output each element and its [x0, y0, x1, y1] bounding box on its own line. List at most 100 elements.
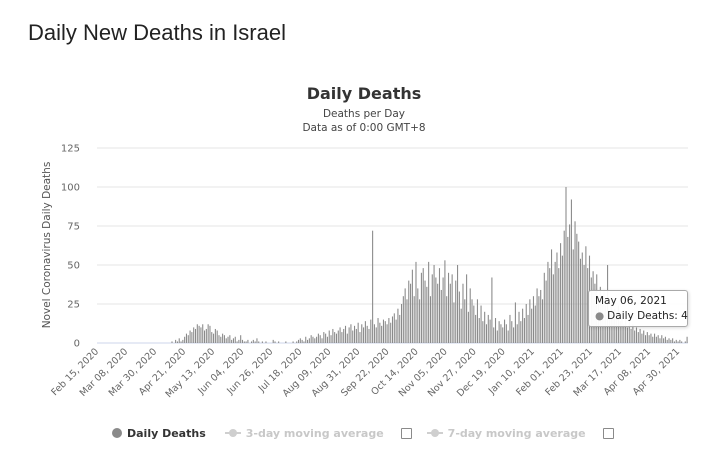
bar[interactable]	[308, 338, 310, 343]
bar[interactable]	[377, 318, 379, 343]
bar[interactable]	[355, 328, 357, 343]
bar[interactable]	[312, 336, 314, 343]
bar[interactable]	[523, 318, 525, 343]
bar[interactable]	[272, 339, 274, 343]
bar[interactable]	[451, 274, 453, 343]
bar[interactable]	[364, 321, 366, 343]
bar[interactable]	[178, 338, 180, 343]
bar[interactable]	[332, 328, 334, 343]
bar[interactable]	[261, 341, 263, 343]
bar[interactable]	[458, 291, 460, 343]
bar[interactable]	[185, 333, 187, 343]
bar[interactable]	[632, 324, 634, 343]
bar[interactable]	[560, 243, 562, 343]
bar[interactable]	[241, 339, 244, 343]
bar[interactable]	[619, 321, 621, 343]
bar[interactable]	[321, 338, 323, 343]
bar[interactable]	[469, 288, 471, 343]
bar[interactable]	[661, 335, 663, 343]
bar[interactable]	[397, 308, 399, 343]
bar[interactable]	[229, 335, 231, 343]
bar[interactable]	[664, 336, 666, 343]
bar[interactable]	[487, 314, 489, 343]
bar[interactable]	[326, 336, 328, 343]
bar[interactable]	[514, 302, 516, 343]
bar[interactable]	[182, 339, 184, 343]
bar[interactable]	[493, 327, 495, 343]
bar[interactable]	[256, 338, 258, 343]
bar[interactable]	[666, 339, 668, 343]
bar[interactable]	[363, 327, 365, 343]
bar[interactable]	[449, 283, 451, 343]
bar[interactable]	[366, 325, 368, 343]
bar[interactable]	[341, 332, 343, 343]
bar[interactable]	[628, 321, 630, 343]
bar[interactable]	[496, 330, 498, 343]
bar[interactable]	[225, 338, 227, 343]
bar[interactable]	[247, 339, 249, 343]
bar[interactable]	[652, 336, 654, 343]
bar[interactable]	[354, 325, 356, 343]
bar[interactable]	[578, 241, 580, 343]
bar[interactable]	[531, 308, 533, 343]
bar[interactable]	[466, 274, 468, 343]
bar[interactable]	[200, 327, 202, 343]
bar[interactable]	[339, 327, 341, 343]
bar[interactable]	[462, 283, 464, 343]
bar[interactable]	[316, 336, 318, 343]
bar[interactable]	[411, 269, 413, 343]
bar[interactable]	[502, 327, 504, 343]
bar[interactable]	[440, 289, 442, 343]
bar[interactable]	[494, 318, 497, 343]
bar[interactable]	[587, 268, 589, 343]
bar[interactable]	[621, 311, 623, 343]
bar[interactable]	[672, 338, 674, 343]
bar[interactable]	[348, 327, 350, 343]
bar[interactable]	[317, 333, 319, 343]
bar[interactable]	[547, 261, 549, 343]
bar[interactable]	[180, 341, 182, 343]
bar[interactable]	[475, 314, 477, 343]
legend-item-daily-deaths[interactable]: Daily Deaths	[112, 427, 206, 440]
bar[interactable]	[184, 336, 186, 343]
bar[interactable]	[274, 341, 276, 343]
bar[interactable]	[402, 296, 404, 343]
bar[interactable]	[679, 339, 681, 343]
bar[interactable]	[473, 305, 475, 343]
bar[interactable]	[359, 332, 361, 343]
bar[interactable]	[299, 338, 301, 343]
bar[interactable]	[516, 324, 518, 343]
bar[interactable]	[513, 327, 515, 343]
bar[interactable]	[417, 288, 419, 343]
bar[interactable]	[446, 296, 448, 343]
bar[interactable]	[650, 333, 652, 343]
bar[interactable]	[372, 230, 374, 343]
bar[interactable]	[357, 322, 359, 343]
bar[interactable]	[310, 335, 312, 343]
bar[interactable]	[437, 283, 439, 343]
bar[interactable]	[330, 335, 332, 343]
bar[interactable]	[460, 308, 462, 343]
bar[interactable]	[400, 304, 403, 343]
bar[interactable]	[258, 341, 260, 343]
bar[interactable]	[681, 341, 683, 343]
bar[interactable]	[406, 299, 408, 343]
bar[interactable]	[214, 328, 216, 343]
bar[interactable]	[639, 328, 641, 343]
bar[interactable]	[541, 299, 544, 343]
bar[interactable]	[500, 324, 502, 343]
bar[interactable]	[518, 311, 520, 343]
bar[interactable]	[644, 335, 647, 343]
bar[interactable]	[504, 319, 506, 343]
bar[interactable]	[422, 268, 424, 343]
bar[interactable]	[424, 280, 426, 343]
bar[interactable]	[536, 288, 538, 343]
bar[interactable]	[296, 341, 298, 343]
bar[interactable]	[346, 333, 348, 343]
bar[interactable]	[635, 327, 638, 343]
bar[interactable]	[657, 335, 659, 343]
bar[interactable]	[505, 324, 507, 343]
bar[interactable]	[319, 335, 321, 343]
bar[interactable]	[375, 327, 377, 343]
bar[interactable]	[433, 265, 435, 343]
